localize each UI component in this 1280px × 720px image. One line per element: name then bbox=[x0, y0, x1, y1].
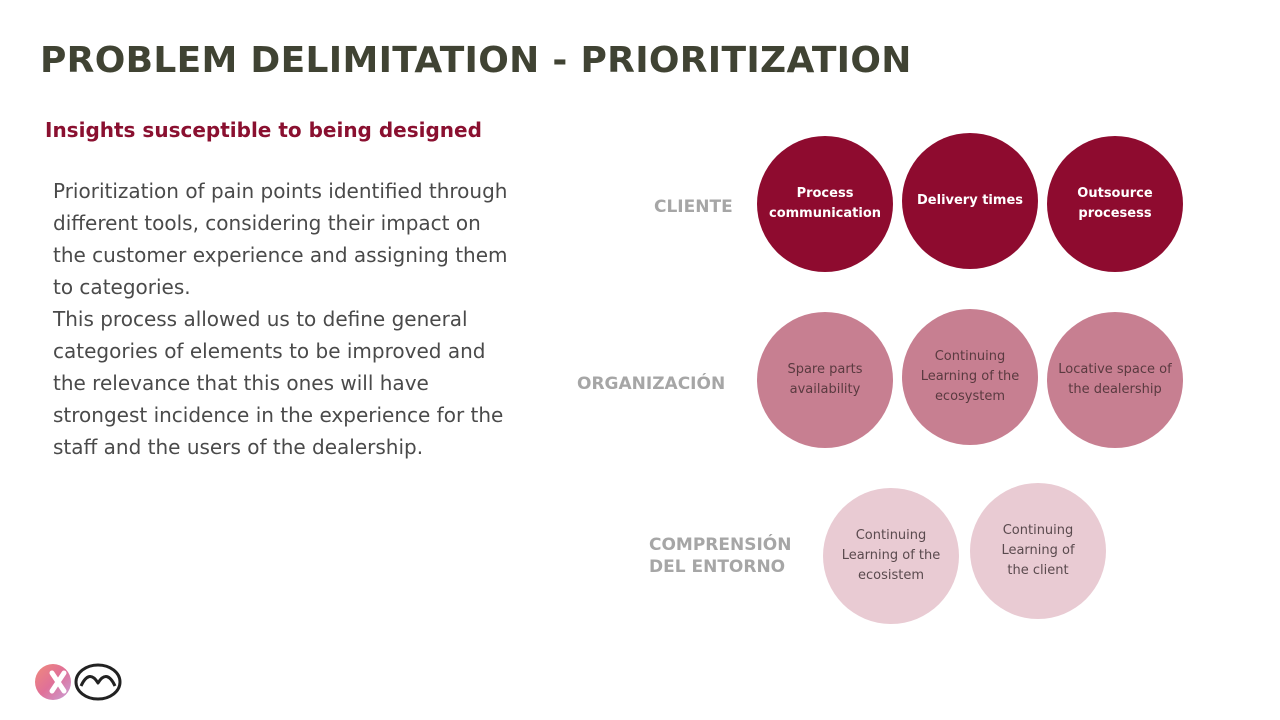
insight-circle-learning-ecosistem: Continuing Learning of the ecosistem bbox=[823, 488, 959, 624]
slide-subtitle: Insights susceptible to being designed bbox=[45, 118, 482, 142]
insight-circle-locative-space: Locative space of the dealership bbox=[1047, 312, 1183, 448]
description-paragraph-1: Prioritization of pain points identified… bbox=[53, 179, 508, 299]
insight-circle-learning-ecosystem: Continuing Learning of the ecosystem bbox=[902, 309, 1038, 445]
insight-circle-learning-client: Continuing Learning of the client bbox=[970, 483, 1106, 619]
x-brand-icon bbox=[35, 663, 122, 701]
row-label-line-2: DEL ENTORNO bbox=[649, 557, 786, 577]
row-label-organizacion: ORGANIZACIÓN bbox=[577, 374, 726, 394]
insight-circle-label: Continuing Learning of the ecosystem bbox=[920, 349, 1020, 404]
slide-title: PROBLEM DELIMITATION - PRIORITIZATION bbox=[40, 40, 912, 81]
insight-circle-label: Continuing Learning of the client bbox=[1001, 523, 1075, 578]
insight-circle-label: Continuing Learning of the ecosistem bbox=[841, 528, 941, 583]
description-paragraph-2: This process allowed us to define genera… bbox=[53, 307, 504, 459]
description-text: Prioritization of pain points identified… bbox=[53, 175, 513, 463]
logos bbox=[34, 661, 124, 703]
row-label-cliente: CLIENTE bbox=[654, 197, 733, 217]
insight-circle-label: Locative space of the dealership bbox=[1058, 362, 1172, 397]
insight-circle-delivery-times: Delivery times bbox=[902, 133, 1038, 269]
mazda-logo-icon bbox=[74, 663, 122, 701]
insight-circle-label: Outsource procesess bbox=[1077, 186, 1153, 221]
insight-circle-label: Process communication bbox=[768, 186, 882, 221]
insight-circle-outsource-processes: Outsource procesess bbox=[1047, 136, 1183, 272]
insight-circle-spare-parts: Spare parts availability bbox=[757, 312, 893, 448]
insight-circle-process-communication: Process communication bbox=[757, 136, 893, 272]
row-label-line-1: COMPRENSIÓN bbox=[649, 535, 792, 555]
insight-circle-label: Delivery times bbox=[917, 193, 1023, 208]
row-label-comprension-del-entorno: COMPRENSIÓN DEL ENTORNO bbox=[649, 534, 791, 578]
insight-circle-label: Spare parts availability bbox=[787, 362, 863, 397]
